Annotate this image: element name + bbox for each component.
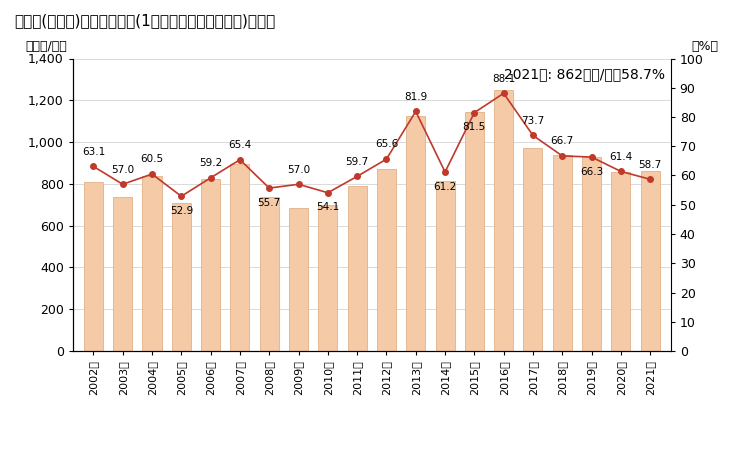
Text: 81.9: 81.9 — [404, 92, 427, 102]
Bar — [142, 176, 162, 351]
Text: 88.1: 88.1 — [492, 74, 515, 84]
Bar — [377, 169, 396, 351]
Text: 61.2: 61.2 — [434, 182, 456, 192]
Text: 61.4: 61.4 — [609, 152, 633, 162]
Text: 59.7: 59.7 — [346, 157, 369, 166]
Text: 63.1: 63.1 — [82, 147, 105, 157]
Text: 65.6: 65.6 — [375, 140, 398, 149]
Legend: 1人当たり粗付加価値額（左軸）, 対全国比（右軸）（右軸）: 1人当たり粗付加価値額（左軸）, 対全国比（右軸）（右軸） — [183, 446, 465, 450]
Bar — [406, 116, 425, 351]
Text: 66.7: 66.7 — [550, 136, 574, 146]
Text: 60.5: 60.5 — [141, 154, 163, 164]
Text: 66.3: 66.3 — [580, 167, 603, 177]
Bar — [289, 208, 308, 351]
Bar — [348, 186, 367, 351]
Bar — [523, 148, 542, 351]
Bar — [494, 90, 513, 351]
Bar — [260, 198, 278, 351]
Text: 57.0: 57.0 — [287, 165, 310, 175]
Text: ［万円/人］: ［万円/人］ — [25, 40, 67, 53]
Bar — [201, 179, 220, 351]
Text: 54.1: 54.1 — [316, 202, 340, 212]
Bar — [582, 157, 601, 351]
Text: 73.7: 73.7 — [521, 116, 545, 126]
Text: 52.9: 52.9 — [170, 206, 193, 216]
Text: 81.5: 81.5 — [463, 122, 486, 132]
Text: 59.2: 59.2 — [199, 158, 222, 168]
Bar — [230, 164, 249, 351]
Bar — [319, 205, 338, 351]
Bar — [172, 202, 191, 351]
Text: 平泉町(岩手県)の労働生産性(1人当たり粗付加価値額)の推移: 平泉町(岩手県)の労働生産性(1人当たり粗付加価値額)の推移 — [15, 14, 276, 28]
Bar — [553, 155, 572, 351]
Bar — [641, 171, 660, 351]
Text: 58.7: 58.7 — [639, 160, 662, 170]
Bar — [612, 172, 631, 351]
Text: ［%］: ［%］ — [692, 40, 719, 53]
Text: 55.7: 55.7 — [257, 198, 281, 208]
Text: 65.4: 65.4 — [228, 140, 252, 150]
Text: 57.0: 57.0 — [111, 165, 134, 175]
Bar — [84, 182, 103, 351]
Bar — [435, 181, 455, 351]
Bar — [113, 198, 132, 351]
Bar — [465, 112, 484, 351]
Text: 2021年: 862万円/人，58.7%: 2021年: 862万円/人，58.7% — [504, 68, 665, 81]
